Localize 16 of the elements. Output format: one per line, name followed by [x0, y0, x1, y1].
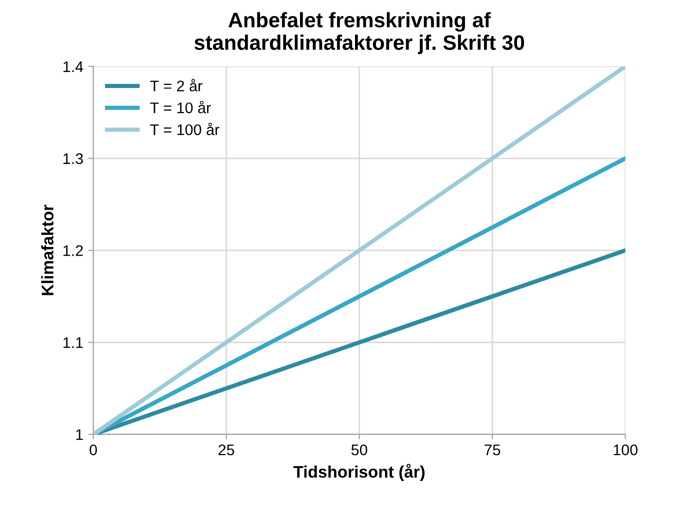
- x-tick-label: 50: [351, 444, 368, 456]
- y-axis-title: Klimafaktor: [41, 204, 54, 296]
- x-tick-label: 75: [484, 444, 500, 456]
- x-axis-title: Tidshorisont (år): [293, 464, 425, 482]
- y-tick-label: 1.2: [63, 245, 83, 256]
- chart-title: Anbefalet fremskrivning af standardklimafaktorer jf. Skrift 30: [194, 12, 524, 54]
- y-tick-label: 1: [76, 429, 83, 440]
- x-tick-label: 25: [218, 444, 234, 456]
- legend-label: T = 10 år: [150, 100, 211, 114]
- y-tick-label: 1.3: [63, 153, 83, 164]
- y-tick-label: 1.4: [63, 61, 84, 72]
- x-tick-label: 100: [614, 444, 638, 456]
- x-tick-label: 0: [90, 444, 97, 456]
- y-tick-label: 1.1: [63, 337, 83, 348]
- legend-label: T = 2 år: [150, 78, 202, 92]
- legend-label: T = 100 år: [150, 122, 220, 136]
